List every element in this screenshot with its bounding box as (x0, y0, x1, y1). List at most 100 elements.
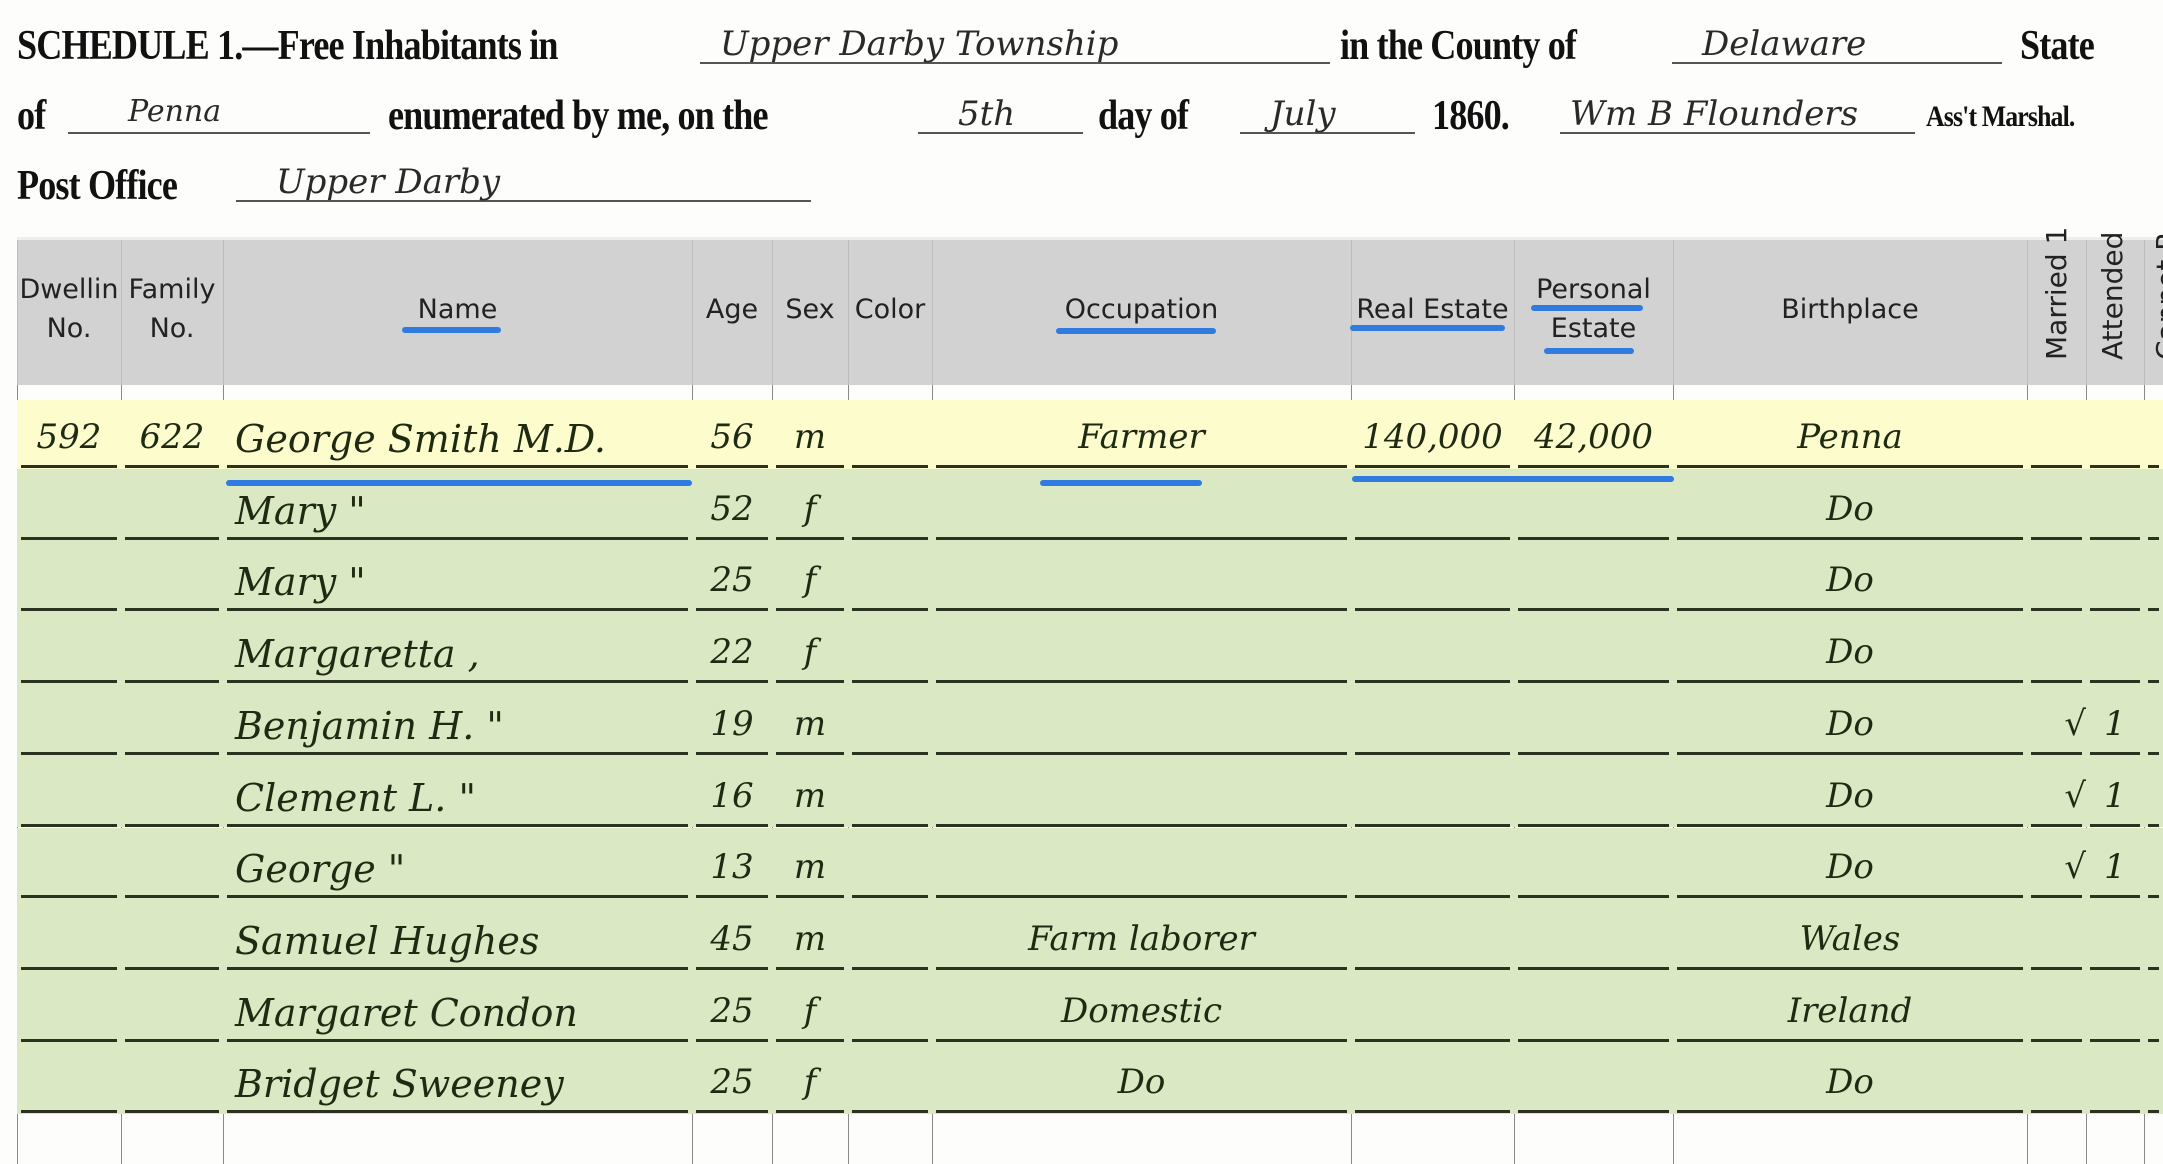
row-rule (2090, 465, 2140, 468)
row-rule (1518, 536, 1669, 540)
row-rule (852, 536, 928, 540)
row-rule (2031, 895, 2082, 899)
month-value: July (1270, 94, 1336, 134)
row-rule (776, 1110, 844, 1114)
cell-birthplace: Do (1826, 847, 1874, 888)
cell-birthplace: Penna (1797, 417, 1903, 457)
cell-age: 25 (710, 560, 754, 601)
cell-sex: f (803, 632, 817, 673)
header-personal-estate[interactable]: Personal Estate (1514, 270, 1673, 348)
row-rule (227, 1038, 688, 1042)
table-row[interactable] (17, 1042, 2163, 1115)
row-rule (2148, 1038, 2159, 1042)
underline-name-header (402, 327, 501, 333)
row-rule (696, 536, 768, 540)
post-office-field: Upper Darby (236, 162, 811, 202)
row-rule (1518, 1038, 1669, 1042)
header-name[interactable]: Name (417, 294, 498, 325)
table-row[interactable] (17, 400, 2163, 469)
table-row[interactable] (17, 540, 2163, 613)
header-birthplace[interactable]: Birthplace (1781, 294, 1919, 325)
cell-age: 25 (710, 990, 754, 1031)
header-occupation[interactable]: Occupation (1064, 294, 1219, 325)
row-rule (2090, 536, 2140, 540)
cell-birthplace: Do (1826, 560, 1874, 601)
cell-birthplace: Do (1826, 488, 1874, 529)
row-rule (2090, 608, 2140, 612)
row-rule (2031, 536, 2082, 540)
header-attended[interactable]: Attended (2096, 231, 2129, 360)
cell-birthplace: Do (1826, 775, 1874, 816)
table-row[interactable] (17, 684, 2163, 756)
marshal-signature: Wm B Flounders (1570, 94, 1859, 134)
row-rule (125, 680, 219, 684)
cell-age: 19 (710, 703, 754, 744)
cell-name: Bridget Sweeney (235, 1062, 564, 1107)
row-rule (2090, 895, 2140, 899)
cell-age: 45 (710, 918, 754, 959)
table-row[interactable] (17, 899, 2163, 971)
row-rule (21, 1110, 117, 1114)
header-family-line1: Family (128, 274, 216, 305)
cell-sex: f (803, 488, 817, 529)
header-dwelling[interactable]: Dwellin No. (17, 270, 121, 348)
day-field: 5th (918, 94, 1083, 134)
row-rule (2148, 680, 2159, 684)
table-row[interactable] (17, 970, 2163, 1043)
row-rule (227, 680, 688, 684)
cell-personal-estate: 42,000 (1534, 417, 1653, 457)
row-rule (2148, 1110, 2159, 1114)
row-rule (2031, 680, 2082, 684)
row-rule (2090, 680, 2140, 684)
row-rule (227, 966, 688, 970)
row-rule (21, 895, 117, 899)
row-rule (1677, 966, 2023, 970)
cell-family: 622 (139, 417, 205, 457)
table-row[interactable] (17, 827, 2163, 900)
row-rule (1677, 465, 2023, 468)
schedule-title: SCHEDULE 1.—Free Inhabitants in (17, 23, 559, 69)
row-rule (1355, 680, 1510, 684)
row-rule (696, 465, 768, 468)
row-rule (227, 823, 688, 827)
row-rule (125, 1110, 219, 1114)
state-field: Penna (68, 94, 370, 134)
header-sex[interactable]: Sex (785, 294, 835, 325)
row-rule (776, 536, 844, 540)
row-rule (852, 680, 928, 684)
state-value: Penna (128, 94, 222, 129)
day-of-label: day of (1098, 93, 1189, 139)
row-rule (227, 895, 688, 899)
row-rule (852, 608, 928, 612)
cell-birthplace: Do (1826, 1062, 1874, 1103)
header-married[interactable]: Married 1 (2040, 226, 2073, 360)
row-rule (2031, 1038, 2082, 1042)
row-rule (227, 608, 688, 612)
cell-birthplace: Do (1826, 632, 1874, 673)
row-rule (696, 1038, 768, 1042)
row-rule (776, 966, 844, 970)
row-rule (936, 680, 1347, 684)
row-rule (776, 751, 844, 755)
row-rule (21, 966, 117, 970)
row-rule (227, 1110, 688, 1114)
header-cannot-read[interactable]: Cannot R (2150, 231, 2163, 360)
header-family[interactable]: Family No. (121, 270, 223, 348)
header-age[interactable]: Age (705, 294, 759, 325)
cell-name: George Smith M.D. (235, 417, 607, 461)
cell-occupation: Domestic (1060, 990, 1223, 1031)
header-dwelling-line1: Dwellin (19, 274, 119, 305)
table-row[interactable] (17, 755, 2163, 828)
header-real-estate[interactable]: Real Estate (1356, 294, 1509, 325)
header-color[interactable]: Color (854, 294, 926, 325)
cell-age: 22 (710, 632, 754, 673)
row-rule (1355, 895, 1510, 899)
table-row[interactable] (17, 612, 2163, 685)
row-rule (227, 465, 688, 468)
underline-estate-header (1544, 348, 1634, 354)
cell-name: Clement L. " (235, 775, 476, 820)
column-header-band (17, 237, 2163, 385)
row-rule (852, 465, 928, 468)
row-rule (696, 823, 768, 827)
cell-sex: m (793, 775, 827, 816)
